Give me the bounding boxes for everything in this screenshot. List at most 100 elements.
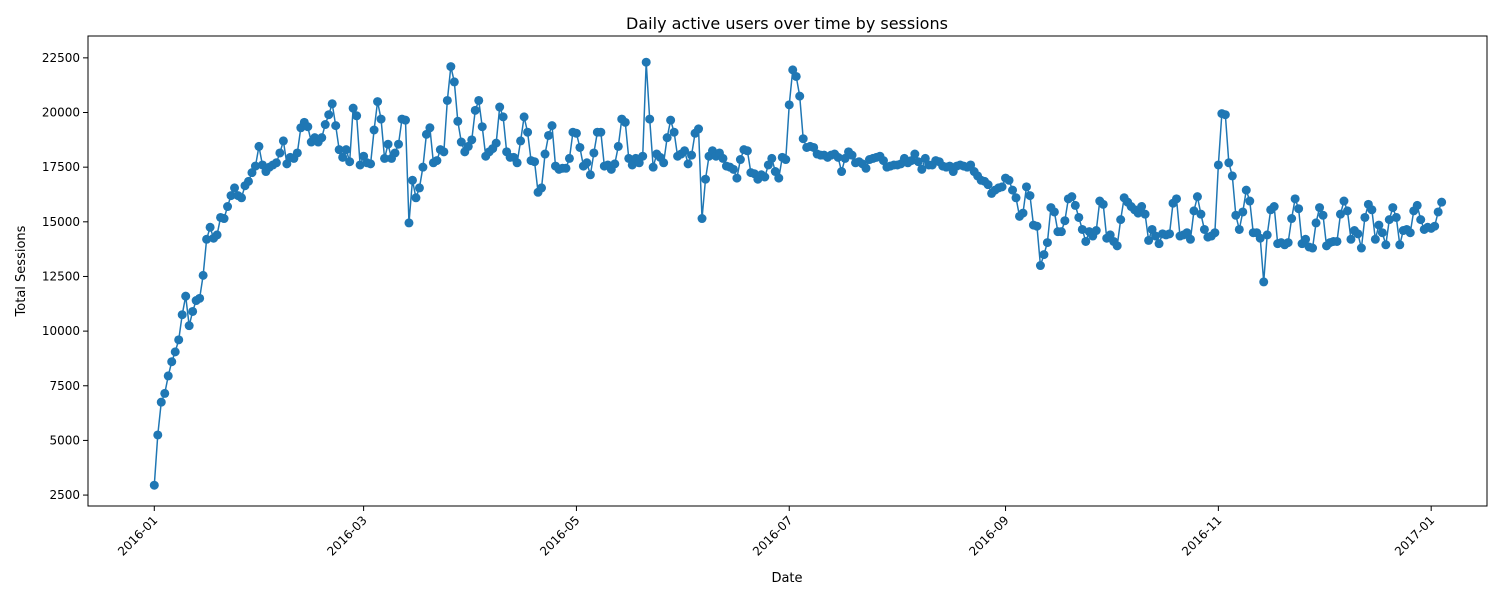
data-point — [498, 112, 508, 122]
data-point — [275, 148, 285, 158]
y-axis: 2500 5000 7500 10000 12500 15000 17500 20000 225… — [42, 51, 88, 502]
data-point — [1388, 203, 1398, 213]
data-point — [1430, 221, 1440, 231]
data-point — [648, 162, 658, 172]
data-point — [432, 156, 442, 166]
data-point — [1374, 220, 1384, 230]
data-point — [1098, 199, 1108, 209]
data-point — [160, 388, 170, 398]
data-point — [1367, 205, 1377, 215]
data-point — [474, 95, 484, 105]
x-tick-label: 2017-01 — [1392, 513, 1437, 558]
data-point — [1437, 197, 1447, 207]
data-point — [1339, 196, 1349, 206]
data-point — [1301, 234, 1311, 244]
data-point — [1245, 196, 1255, 206]
data-point — [662, 133, 672, 143]
data-point — [1412, 200, 1422, 210]
data-point — [1056, 227, 1066, 237]
data-point — [680, 146, 690, 156]
x-axis: 2016-01 2016-03 2016-05 2016-07 2016-09 2016-… — [115, 506, 1437, 559]
y-tick-label: 20000 — [42, 106, 80, 120]
data-point — [352, 111, 362, 121]
data-point — [1231, 210, 1241, 220]
data-point — [1259, 277, 1269, 287]
data-point — [564, 153, 574, 163]
data-point — [366, 159, 376, 169]
data-point — [449, 77, 459, 87]
data-point — [1224, 158, 1234, 168]
data-point — [913, 157, 923, 167]
data-point — [1137, 202, 1147, 212]
data-point — [512, 158, 522, 168]
data-point — [1154, 239, 1164, 249]
data-point — [163, 371, 173, 381]
y-tick-label: 12500 — [42, 269, 80, 283]
data-point — [571, 128, 581, 138]
data-point — [861, 163, 871, 173]
data-point — [1213, 160, 1223, 170]
data-point — [687, 150, 697, 160]
data-point — [847, 150, 857, 160]
data-point — [338, 152, 348, 162]
data-point — [683, 159, 693, 169]
data-point — [380, 153, 390, 163]
data-point — [697, 214, 707, 224]
data-point — [767, 153, 777, 163]
x-tick-label: 2016-01 — [115, 513, 160, 558]
data-point — [540, 149, 550, 159]
data-point — [491, 138, 501, 148]
data-point — [1269, 202, 1279, 212]
data-point — [669, 127, 679, 137]
data-point — [414, 183, 424, 193]
y-tick-label: 2500 — [49, 488, 80, 502]
data-point — [205, 222, 215, 232]
data-point — [407, 175, 417, 185]
data-point — [575, 142, 585, 152]
data-point — [1008, 185, 1018, 195]
data-point — [174, 335, 184, 345]
data-point — [544, 130, 554, 140]
data-point — [243, 176, 253, 186]
data-point — [561, 163, 571, 173]
data-point — [1308, 243, 1318, 253]
data-point — [781, 155, 791, 165]
data-point — [1283, 238, 1293, 248]
data-point — [383, 139, 393, 149]
data-point — [1004, 175, 1014, 185]
y-tick-label: 15000 — [42, 215, 80, 229]
data-point — [1035, 261, 1045, 271]
data-point — [327, 99, 337, 109]
data-point — [1021, 182, 1031, 192]
data-point — [324, 110, 334, 120]
data-point — [446, 62, 456, 72]
chart-title: Daily active users over time by sessions — [626, 14, 948, 33]
x-axis-title: Date — [771, 571, 802, 586]
data-point — [1346, 234, 1356, 244]
x-tick-label: 2016-05 — [537, 513, 582, 558]
data-point — [1140, 209, 1150, 219]
data-point — [728, 164, 738, 174]
data-point — [1189, 206, 1199, 216]
data-point — [303, 122, 313, 132]
data-point — [1025, 191, 1035, 201]
data-point — [833, 152, 843, 162]
data-point — [666, 115, 676, 125]
data-point — [369, 125, 379, 135]
data-point — [394, 139, 403, 149]
data-point — [317, 133, 327, 143]
data-point — [1255, 233, 1265, 243]
data-point — [334, 145, 344, 155]
data-point — [439, 147, 449, 157]
data-point — [442, 95, 452, 105]
y-tick-label: 17500 — [42, 160, 80, 174]
data-point — [254, 141, 264, 151]
data-point — [1332, 236, 1342, 246]
data-point — [1081, 236, 1091, 246]
data-point — [1049, 207, 1059, 217]
data-point — [997, 182, 1007, 192]
data-point — [1294, 204, 1304, 214]
x-tick-label: 2016-03 — [324, 513, 369, 558]
data-point — [1060, 216, 1070, 226]
data-point — [1356, 243, 1366, 253]
